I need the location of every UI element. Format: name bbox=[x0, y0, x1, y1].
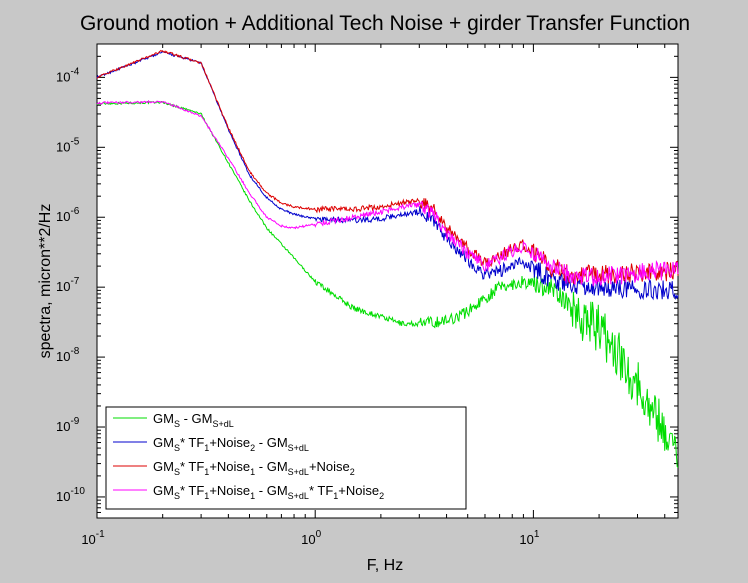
y-tick-label: 10-9 bbox=[56, 416, 80, 434]
y-tick-label: 10-5 bbox=[56, 136, 80, 154]
axis-ticks: 10-1 100 101 10-10 10-9 10-8 10-7 10-6 10-5 10-4 bbox=[56, 44, 678, 547]
series-line bbox=[96, 99, 679, 287]
x-tick-label: 100 bbox=[301, 529, 321, 547]
legend-entry: GMS* TF1+Noise2 - GMS+dL bbox=[153, 435, 309, 453]
y-tick-label: 10-10 bbox=[56, 486, 85, 504]
legend-entry: GMS - GMS+dL bbox=[153, 411, 234, 429]
chart-title: Ground motion + Additional Tech Noise + … bbox=[80, 12, 690, 35]
legend-box bbox=[105, 406, 467, 510]
x-tick-label: 10-1 bbox=[81, 529, 105, 547]
legend-entry: GMS* TF1+Noise1 - GMS+dL+Noise2 bbox=[153, 459, 355, 477]
legend-entry: GMS* TF1+Noise1 - GMS+dL* TF1+Noise2 bbox=[153, 483, 384, 501]
series-line bbox=[96, 100, 679, 468]
y-tick-label: 10-8 bbox=[56, 346, 80, 364]
x-axis-label: F, Hz bbox=[367, 557, 403, 574]
series-group bbox=[96, 49, 679, 468]
y-axis-label: spectra, micron**2/Hz bbox=[37, 204, 54, 359]
y-tick-label: 10-4 bbox=[56, 66, 80, 84]
y-tick-label: 10-7 bbox=[56, 276, 80, 294]
x-tick-label: 101 bbox=[519, 529, 539, 547]
legend: GMS - GMS+dL GMS* TF1+Noise2 - GMS+dL GMS*… bbox=[105, 406, 467, 510]
y-tick-label: 10-6 bbox=[56, 206, 80, 224]
